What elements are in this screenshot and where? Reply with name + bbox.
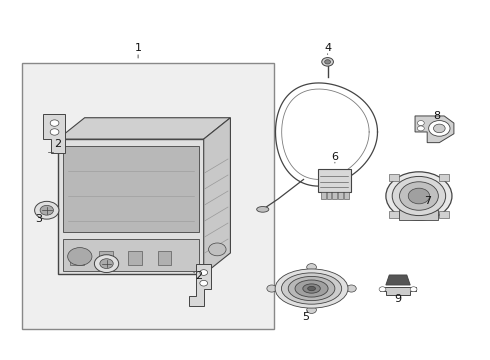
Ellipse shape	[288, 276, 335, 301]
Circle shape	[325, 60, 331, 64]
Circle shape	[392, 176, 445, 216]
Circle shape	[200, 280, 208, 286]
Circle shape	[434, 124, 445, 133]
Polygon shape	[380, 287, 416, 295]
Bar	[399, 210, 439, 220]
Bar	[128, 251, 142, 265]
Bar	[439, 174, 448, 181]
Bar	[318, 169, 351, 193]
Bar	[99, 251, 113, 265]
Circle shape	[307, 306, 317, 314]
Circle shape	[417, 121, 424, 126]
Bar	[63, 239, 199, 271]
Bar	[390, 174, 399, 181]
Circle shape	[322, 58, 333, 66]
Bar	[332, 192, 337, 199]
Ellipse shape	[308, 287, 316, 291]
Polygon shape	[58, 139, 204, 274]
Text: 9: 9	[394, 294, 402, 304]
Text: 4: 4	[324, 43, 331, 53]
Polygon shape	[415, 116, 454, 143]
Circle shape	[267, 285, 276, 292]
Bar	[22, 63, 274, 329]
Text: 2: 2	[54, 139, 62, 149]
Circle shape	[40, 205, 53, 215]
Circle shape	[346, 285, 356, 292]
Bar	[158, 251, 171, 265]
Ellipse shape	[295, 280, 328, 297]
Circle shape	[386, 172, 452, 220]
Ellipse shape	[303, 284, 320, 293]
Circle shape	[417, 126, 424, 131]
Text: 1: 1	[135, 43, 142, 53]
Text: 8: 8	[433, 111, 441, 121]
Bar	[327, 192, 331, 199]
Polygon shape	[386, 275, 410, 285]
Circle shape	[50, 120, 59, 126]
Text: 6: 6	[331, 152, 339, 162]
Ellipse shape	[275, 269, 348, 308]
Text: 7: 7	[424, 196, 431, 206]
Circle shape	[379, 287, 386, 292]
Bar	[390, 211, 399, 218]
Circle shape	[50, 129, 59, 135]
Text: 3: 3	[35, 214, 42, 224]
Circle shape	[399, 182, 439, 210]
Circle shape	[410, 287, 417, 292]
Circle shape	[35, 201, 59, 219]
Polygon shape	[204, 118, 230, 274]
Circle shape	[68, 248, 92, 265]
Bar	[439, 211, 448, 218]
Circle shape	[429, 121, 450, 136]
Text: 2: 2	[196, 271, 202, 281]
Circle shape	[209, 243, 226, 256]
Polygon shape	[44, 114, 65, 153]
Bar	[63, 146, 199, 231]
Text: 5: 5	[302, 312, 309, 322]
Circle shape	[100, 259, 113, 269]
Bar	[70, 251, 84, 265]
Circle shape	[200, 270, 208, 275]
Ellipse shape	[281, 273, 342, 304]
Polygon shape	[189, 264, 211, 306]
Circle shape	[408, 188, 430, 204]
Ellipse shape	[257, 207, 269, 212]
Circle shape	[95, 255, 119, 273]
Circle shape	[307, 264, 317, 271]
Bar	[338, 192, 343, 199]
Polygon shape	[58, 118, 230, 139]
Bar	[344, 192, 349, 199]
Bar	[321, 192, 326, 199]
